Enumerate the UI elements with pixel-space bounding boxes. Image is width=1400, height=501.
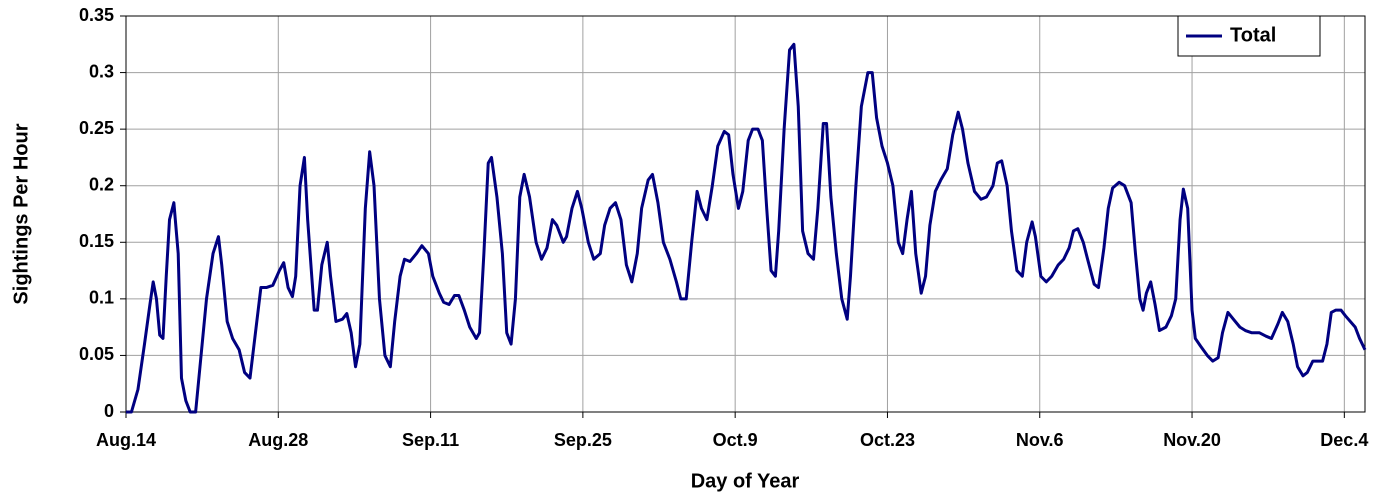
x-tick-label: Nov.6: [1016, 430, 1064, 450]
legend: Total: [1177, 15, 1321, 57]
x-tick-label: Nov.20: [1163, 430, 1221, 450]
legend-label: Total: [1230, 24, 1276, 46]
y-tick-label: 0.05: [79, 344, 114, 364]
y-tick-label: 0.1: [89, 288, 114, 308]
x-tick-label: Sep.25: [554, 430, 612, 450]
x-tick-label: Oct.23: [860, 430, 915, 450]
x-tick-label: Oct.9: [713, 430, 758, 450]
x-tick-label: Sep.11: [402, 430, 459, 450]
y-axis-title: Sightings Per Hour: [10, 123, 32, 304]
y-tick-label: 0.15: [79, 231, 114, 251]
y-tick-label: 0.35: [79, 5, 114, 25]
y-tick-label: 0: [104, 401, 114, 421]
x-axis-title: Day of Year: [691, 470, 800, 492]
y-tick-label: 0.2: [89, 174, 114, 194]
y-tick-label: 0.3: [89, 61, 114, 81]
data-line: [126, 42, 1367, 414]
plot-frame: [125, 15, 1366, 413]
x-tick-label: Aug.28: [248, 430, 308, 450]
y-tick-label: 0.25: [79, 118, 114, 138]
x-tick-label: Aug.14: [96, 430, 156, 450]
x-tick-label: Dec.4: [1320, 430, 1368, 450]
